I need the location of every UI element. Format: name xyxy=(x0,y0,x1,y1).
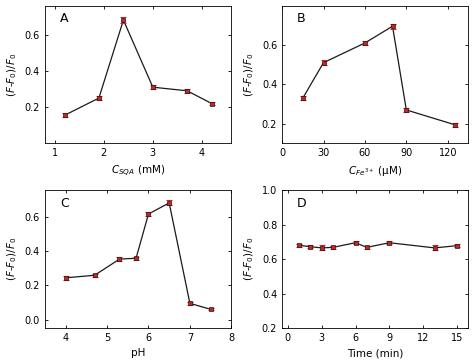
Y-axis label: $(F$-$F_0)/F_0$: $(F$-$F_0)/F_0$ xyxy=(243,237,256,281)
X-axis label: Time (min): Time (min) xyxy=(347,348,403,359)
Y-axis label: $(F$-$F_0)/F_0$: $(F$-$F_0)/F_0$ xyxy=(243,52,256,96)
X-axis label: $C_{SQA}$ (mM): $C_{SQA}$ (mM) xyxy=(111,164,165,179)
Text: A: A xyxy=(60,12,68,25)
Y-axis label: $(F$-$F_0)/F_0$: $(F$-$F_0)/F_0$ xyxy=(6,52,19,96)
Text: B: B xyxy=(297,12,306,25)
Text: C: C xyxy=(60,197,69,210)
X-axis label: $C_{Fe^{3+}}$ (μM): $C_{Fe^{3+}}$ (μM) xyxy=(348,164,402,178)
Y-axis label: $(F$-$F_0)/F_0$: $(F$-$F_0)/F_0$ xyxy=(6,237,19,281)
X-axis label: pH: pH xyxy=(131,348,146,359)
Text: D: D xyxy=(297,197,307,210)
